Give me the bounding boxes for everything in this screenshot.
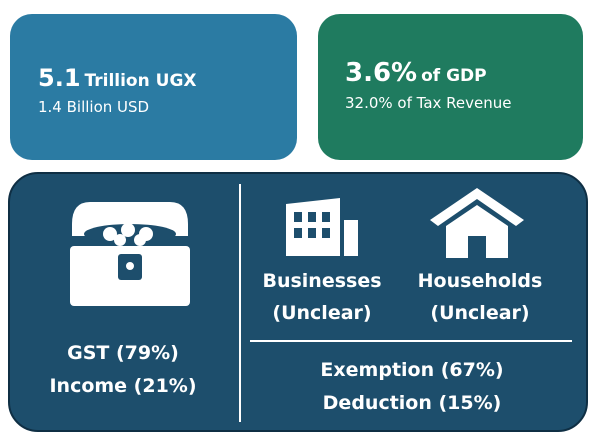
- note: 1.4 Billion USD: [38, 98, 150, 116]
- icons: [70, 184, 572, 422]
- amount-card: 5.1 Trillion UGX 1.4 Billion USD: [10, 14, 297, 160]
- house-icon: [430, 188, 524, 258]
- expenditure-type: Deduction (15%): [322, 392, 502, 414]
- beneficiary: Businesses: [262, 270, 382, 292]
- amount: 5.1: [38, 64, 81, 92]
- detail-panel: GST (79%) Income (21%) Businesses (Uncle…: [8, 172, 588, 432]
- chest-icon: [70, 202, 190, 306]
- tax-type: GST (79%): [67, 342, 179, 364]
- note: 32.0% of Tax Revenue: [345, 94, 512, 112]
- gdp-card: 3.6% of GDP 32.0% of Tax Revenue: [318, 14, 583, 160]
- unit: Trillion UGX: [84, 71, 197, 91]
- building-icon: [286, 198, 358, 256]
- expenditure-type: Exemption (67%): [320, 359, 504, 381]
- amount-line: 5.1 Trillion UGX: [38, 64, 297, 92]
- beneficiary-status: (Unclear): [272, 302, 372, 324]
- tax-type: Income (21%): [49, 375, 197, 397]
- amount: 3.6%: [345, 58, 418, 88]
- beneficiary: Households: [417, 270, 543, 292]
- amount-line: 3.6% of GDP: [345, 58, 583, 88]
- beneficiary-status: (Unclear): [430, 302, 530, 324]
- unit: of GDP: [421, 66, 487, 86]
